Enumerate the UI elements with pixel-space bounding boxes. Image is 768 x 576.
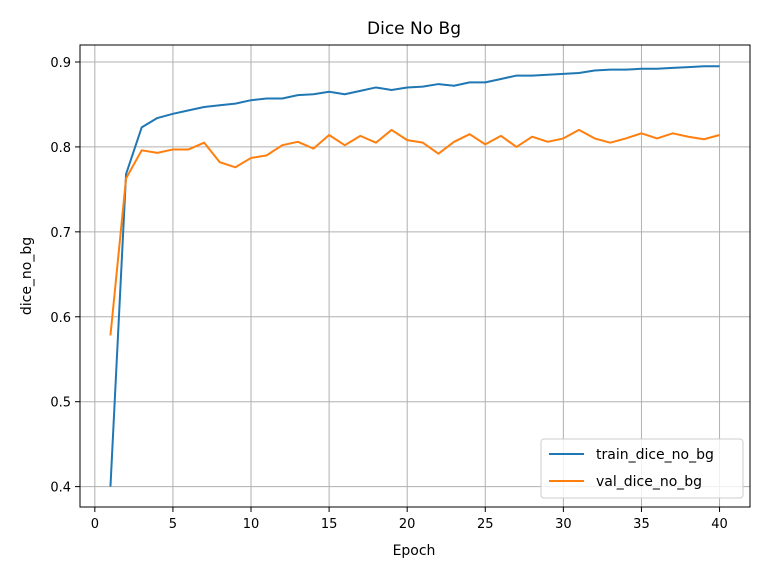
x-tick-label: 25: [477, 517, 494, 532]
y-axis-ticks: 0.4 0.5 0.6 0.7 0.8 0.9: [50, 56, 80, 496]
y-tick-label: 0.5: [50, 396, 71, 411]
legend-label-val: val_dice_no_bg: [596, 474, 702, 490]
x-tick-label: 35: [633, 517, 650, 532]
legend-box: [540, 438, 744, 499]
chart-title: Dice No Bg: [367, 19, 461, 39]
legend: train_dice_no_bg val_dice_no_bg: [540, 438, 744, 499]
plot-lines: [109, 65, 720, 487]
y-tick-label: 0.6: [50, 311, 71, 326]
y-tick-label: 0.4: [50, 481, 71, 496]
x-tick-label: 10: [243, 517, 260, 532]
plot-frame: [79, 44, 751, 508]
x-tick-label: 0: [91, 517, 99, 532]
series-line-train-dice-no-bg: [109, 65, 720, 487]
y-axis-label: dice_no_bg: [19, 237, 35, 315]
x-tick-label: 15: [321, 517, 338, 532]
x-tick-label: 30: [555, 517, 572, 532]
x-tick-label: 20: [399, 517, 416, 532]
x-axis-ticks: 0 5 10 15 20 25 30 35 40: [91, 507, 728, 532]
y-tick-label: 0.8: [50, 141, 71, 156]
x-tick-label: 5: [169, 517, 177, 532]
x-axis-label: Epoch: [393, 543, 436, 559]
legend-label-train: train_dice_no_bg: [596, 447, 714, 463]
series-line-val-dice-no-bg: [109, 128, 720, 336]
y-tick-label: 0.9: [50, 56, 71, 71]
x-tick-label: 40: [711, 517, 728, 532]
y-tick-label: 0.7: [50, 226, 71, 241]
